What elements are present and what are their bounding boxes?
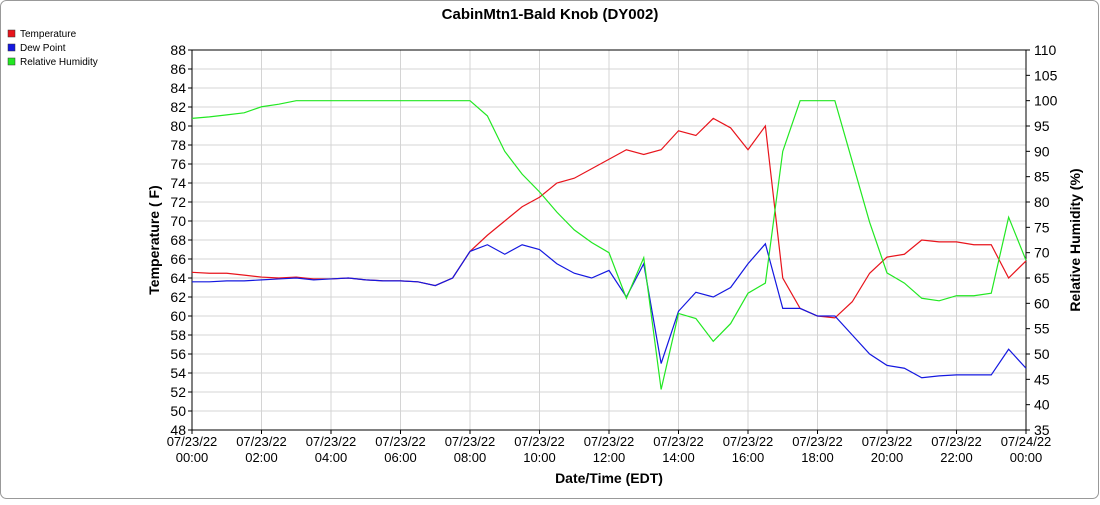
y-tick-label: 62	[170, 289, 186, 305]
x-tick-label: 07/23/22 06:00	[375, 434, 426, 465]
y-tick-label: 50	[170, 403, 186, 419]
y-tick-label: 72	[170, 194, 186, 210]
x-tick-label: 07/23/22 00:00	[167, 434, 218, 465]
x-tick-label: 07/24/22 00:00	[1001, 434, 1052, 465]
y-tick-label: 68	[170, 232, 186, 248]
y-tick-label: 64	[170, 270, 186, 286]
x-tick-label: 07/23/22 20:00	[862, 434, 913, 465]
x-tick-label: 07/23/22 02:00	[236, 434, 287, 465]
y2-tick-label: 100	[1034, 93, 1058, 109]
y2-tick-label: 110	[1034, 42, 1057, 58]
legend-swatch	[7, 43, 16, 52]
y-tick-label: 58	[170, 327, 186, 343]
y2-tick-label: 65	[1034, 270, 1050, 286]
legend-swatch	[7, 29, 16, 38]
legend-label: Temperature	[20, 29, 77, 40]
y-tick-label: 84	[170, 80, 186, 96]
x-tick-label: 07/23/22 22:00	[931, 434, 982, 465]
legend-label: Dew Point	[20, 43, 66, 54]
x-tick-label: 07/23/22 04:00	[306, 434, 357, 465]
x-tick-label: 07/23/22 16:00	[723, 434, 774, 465]
series-line	[192, 242, 1027, 379]
y-tick-label: 88	[170, 42, 186, 58]
y2-tick-label: 75	[1034, 219, 1050, 235]
y-tick-label: 86	[170, 61, 186, 77]
y-tick-label: 76	[170, 156, 186, 172]
y2-tick-label: 70	[1034, 245, 1050, 261]
y-tick-label: 56	[170, 346, 186, 362]
y-tick-label: 60	[170, 308, 186, 324]
x-tick-label: 07/23/22 08:00	[445, 434, 496, 465]
x-tick-label: 07/23/22 18:00	[792, 434, 843, 465]
y2-tick-label: 95	[1034, 118, 1050, 134]
y2-tick-label: 45	[1034, 371, 1050, 387]
y2-tick-label: 55	[1034, 321, 1050, 337]
y-tick-label: 54	[170, 365, 186, 381]
y2-tick-label: 80	[1034, 194, 1050, 210]
y-tick-label: 66	[170, 251, 186, 267]
plot-border	[191, 49, 1027, 431]
series-line	[191, 100, 1027, 390]
legend-label: Relative Humidity	[20, 57, 98, 68]
y-tick-label: 70	[170, 213, 186, 229]
y2-tick-label: 90	[1034, 143, 1050, 159]
y2-tick-label: 40	[1034, 397, 1050, 413]
y2-tick-label: 85	[1034, 169, 1050, 185]
y-tick-label: 80	[170, 118, 186, 134]
x-tick-label: 07/23/22 10:00	[514, 434, 565, 465]
x-axis-label: Date/Time (EDT)	[555, 470, 663, 486]
y-tick-label: 82	[170, 99, 186, 115]
y-axis-label: Temperature ( F)	[146, 185, 162, 294]
y-tick-label: 48	[170, 422, 186, 438]
y2-tick-label: 35	[1034, 422, 1050, 438]
x-tick-label: 07/23/22 14:00	[653, 434, 704, 465]
y2-tick-label: 50	[1034, 346, 1050, 362]
y-tick-label: 78	[170, 137, 186, 153]
chart-title: CabinMtn1-Bald Knob (DY002)	[442, 6, 659, 23]
y2-axis-label: Relative Humidity (%)	[1067, 168, 1083, 311]
legend-swatch	[7, 57, 16, 66]
x-tick-label: 07/23/22 12:00	[584, 434, 635, 465]
y2-tick-label: 60	[1034, 295, 1050, 311]
y2-tick-label: 105	[1034, 67, 1058, 83]
y-tick-label: 74	[170, 175, 186, 191]
y-tick-label: 52	[170, 384, 186, 400]
